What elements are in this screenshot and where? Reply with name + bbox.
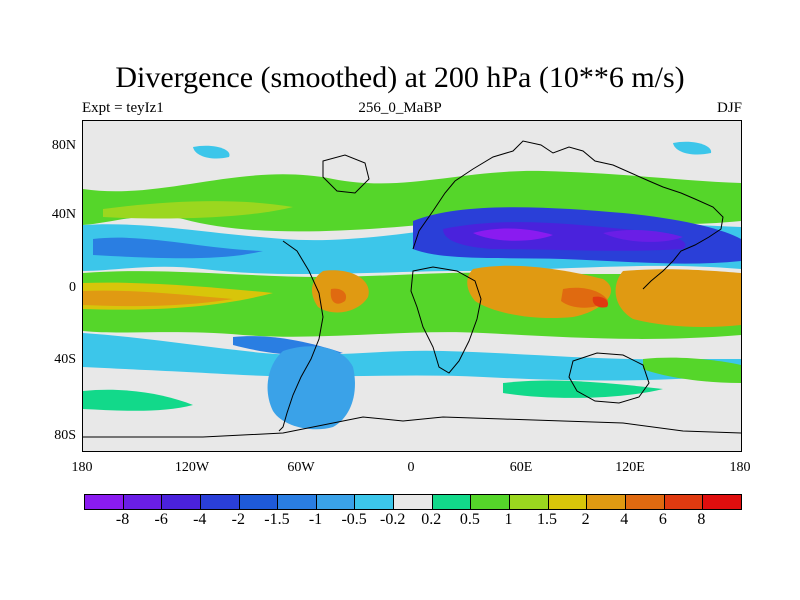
colorbar-label: -1.5 xyxy=(264,511,290,528)
colorbar-box xyxy=(664,495,704,509)
lon-label-60e: 60E xyxy=(509,460,533,475)
colorbar-box xyxy=(355,495,395,509)
colorbar-label: -4 xyxy=(193,511,207,528)
antarctica-outline xyxy=(83,416,741,438)
colorbar-label: 0.2 xyxy=(421,511,442,528)
pacific-divergence-peak xyxy=(592,296,609,308)
north-pacific-cyan xyxy=(673,141,712,155)
divergence-map xyxy=(82,120,742,452)
south-green-patch-b xyxy=(503,380,663,398)
colorbar-box xyxy=(510,495,549,509)
colorbar-label: -8 xyxy=(115,511,130,528)
lon-label-60w: 60W xyxy=(287,460,315,475)
case-label: 256_0_MaBP xyxy=(358,100,442,116)
colorbar-box xyxy=(587,495,626,509)
lon-label-180e: 180 xyxy=(729,460,751,475)
colorbar-label: 2 xyxy=(581,511,590,528)
south-green-patch-c xyxy=(643,357,741,383)
americas-outline xyxy=(278,240,324,432)
lon-label-120e: 120E xyxy=(615,460,645,475)
colorbar-label: 8 xyxy=(697,511,706,528)
lon-label-180w: 180 xyxy=(71,460,93,475)
greenland-outline xyxy=(322,154,370,194)
south-america-plume xyxy=(267,346,355,430)
colorbar-label: 4 xyxy=(620,511,629,528)
colorbar-label: 0.5 xyxy=(459,511,480,528)
colorbar-box xyxy=(703,495,741,509)
south-band-cyan xyxy=(83,333,741,381)
north-band-yellowgreen xyxy=(103,201,293,219)
colorbar-label: -2 xyxy=(231,511,245,528)
colorbar-label: 6 xyxy=(658,511,667,528)
pacific-divergence xyxy=(615,269,741,327)
colorbar-label: -6 xyxy=(154,511,168,528)
colorbar-box xyxy=(316,495,356,509)
pacific-convergence-peak xyxy=(603,230,683,242)
south-green-patch-a xyxy=(83,389,193,411)
lat-label-40s: 40S xyxy=(54,352,76,367)
colorbar-box xyxy=(471,495,511,509)
lat-label-80s: 80S xyxy=(54,428,76,443)
australia-outline xyxy=(568,352,650,404)
colorbar-box xyxy=(123,495,163,509)
colorbar-box xyxy=(162,495,201,509)
colorbar-label: -0.2 xyxy=(380,511,406,528)
colorbar-label: 1.5 xyxy=(537,511,558,528)
colorbar-box xyxy=(200,495,240,509)
map-field-svg xyxy=(83,121,741,451)
colorbar-box xyxy=(85,495,124,509)
colorbar-label: -1 xyxy=(308,511,323,528)
lon-label-120w: 120W xyxy=(174,460,210,475)
lon-label-0: 0 xyxy=(407,460,415,475)
experiment-label: Expt = teyIz1 xyxy=(82,100,164,116)
colorbar-box xyxy=(239,495,279,509)
lat-label-40n: 40N xyxy=(51,207,76,222)
colorbar-box xyxy=(548,495,588,509)
colorbar-label: -0.5 xyxy=(341,511,367,528)
africa-divergence-core xyxy=(330,288,347,304)
eurasia-outline xyxy=(412,140,724,290)
lat-label-80n: 80N xyxy=(51,138,76,153)
asia-convergence-peak xyxy=(473,228,553,241)
colorbar-box xyxy=(625,495,665,509)
continent-outlines xyxy=(83,140,741,438)
lat-label-eq: 0 xyxy=(69,280,76,295)
north-band-blue xyxy=(93,237,263,259)
colorbar-label: 1 xyxy=(504,511,513,528)
colorbar xyxy=(84,494,742,510)
tropical-band-orange xyxy=(83,290,233,307)
season-label: DJF xyxy=(716,100,742,116)
north-pole-cyan xyxy=(193,145,230,159)
plot-title: Divergence (smoothed) at 200 hPa (10**6 … xyxy=(115,61,685,94)
colorbar-box xyxy=(278,495,317,509)
colorbar-box xyxy=(394,495,433,509)
colorbar-box xyxy=(432,495,472,509)
africa-outline xyxy=(410,266,482,374)
